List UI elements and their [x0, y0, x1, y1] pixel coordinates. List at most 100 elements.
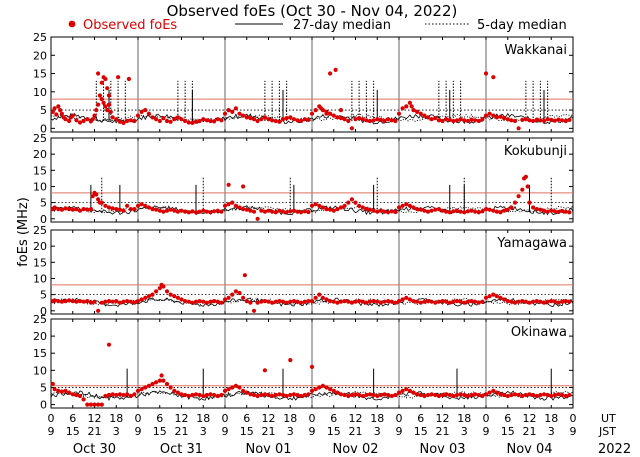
observed-point — [436, 299, 441, 304]
observed-point — [335, 207, 340, 212]
jst-tick-label: 21 — [262, 425, 276, 438]
observed-point — [309, 299, 315, 304]
observed-point — [462, 392, 467, 398]
observed-point — [88, 300, 93, 305]
observed-point — [523, 392, 529, 398]
observed-point — [404, 295, 409, 300]
observed-point — [458, 392, 463, 397]
jst-tick-label: 15 — [240, 425, 254, 438]
observed-point — [212, 119, 217, 124]
observed-point — [400, 388, 405, 393]
observed-point — [215, 208, 220, 213]
observed-point — [103, 299, 108, 304]
observed-point — [208, 299, 213, 304]
observed-point — [168, 119, 173, 124]
observed-point — [386, 210, 391, 215]
observed-point — [396, 111, 402, 116]
y-tick-label: 25 — [33, 313, 47, 326]
observed-point — [284, 393, 289, 399]
observed-point — [411, 108, 416, 113]
ut-tick-label: 12 — [175, 412, 189, 425]
observed-point — [96, 402, 101, 407]
observed-point — [277, 119, 282, 124]
observed-point — [110, 115, 115, 120]
observed-point — [193, 119, 199, 124]
observed-point — [393, 118, 398, 124]
observed-point — [320, 295, 325, 300]
observed-point — [422, 208, 427, 213]
observed-point — [331, 208, 336, 213]
observed-point — [317, 292, 322, 297]
observed-point — [172, 117, 177, 122]
observed-point — [309, 203, 315, 208]
median5-trace — [50, 113, 574, 123]
observed-point — [382, 299, 387, 304]
observed-point — [386, 392, 391, 398]
observed-point — [114, 392, 119, 398]
observed-point — [309, 388, 315, 393]
observed-point — [396, 390, 402, 395]
observed-point — [183, 392, 188, 398]
jst-tick-label: 21 — [88, 425, 102, 438]
observed-point — [342, 299, 347, 304]
observed-point — [306, 117, 311, 122]
jst-tick-label: 21 — [349, 425, 363, 438]
observed-point — [201, 208, 206, 213]
observed-point — [135, 299, 141, 304]
observed-point — [105, 86, 110, 91]
observed-point — [63, 388, 68, 393]
observed-point — [476, 392, 481, 398]
observed-point — [335, 115, 340, 120]
observed-point — [436, 207, 441, 212]
observed-point — [291, 117, 296, 122]
observed-point — [306, 209, 311, 215]
observed-point — [114, 299, 119, 304]
observed-point — [429, 208, 434, 213]
observed-point — [248, 300, 253, 305]
observed-point — [465, 209, 470, 214]
y-tick-label: 15 — [33, 256, 47, 269]
observed-point — [527, 300, 532, 305]
observed-point — [197, 209, 202, 214]
legend: Observed foEs 27-day median 5-day median — [68, 18, 567, 33]
ut-tick-label: 12 — [436, 412, 450, 425]
observed-point — [183, 209, 188, 214]
observed-point — [266, 299, 271, 304]
observed-point — [509, 392, 514, 398]
observed-point — [233, 106, 238, 111]
observed-point — [74, 118, 79, 123]
jst-tick-label: 9 — [570, 425, 577, 438]
observed-point — [81, 299, 86, 304]
observed-point — [135, 388, 141, 393]
observed-point — [201, 117, 206, 122]
observed-point — [157, 286, 162, 291]
observed-point — [284, 300, 289, 305]
observed-point — [248, 208, 253, 213]
observed-point — [360, 205, 365, 210]
observed-point — [483, 113, 489, 118]
observed-point — [371, 299, 376, 304]
observed-point — [465, 299, 470, 304]
observed-point — [175, 295, 180, 300]
observed-point — [270, 118, 275, 123]
observed-point — [222, 203, 228, 208]
observed-point — [67, 207, 72, 212]
observed-point — [161, 284, 166, 289]
jst-tick-label: 15 — [414, 425, 428, 438]
observed-point — [440, 299, 445, 304]
observed-point — [201, 299, 206, 304]
observed-point — [197, 392, 202, 398]
observed-point — [248, 392, 253, 397]
observed-point — [226, 295, 231, 300]
observed-point — [331, 388, 336, 393]
observed-point — [241, 295, 246, 300]
observed-point — [244, 115, 249, 120]
observed-point — [324, 111, 329, 116]
observed-point — [193, 210, 199, 215]
observed-point — [164, 118, 170, 124]
y-tick-label: 20 — [33, 240, 47, 253]
observed-point — [215, 117, 220, 122]
observed-point — [302, 209, 307, 214]
observed-point — [444, 392, 449, 397]
observed-point — [520, 393, 525, 399]
